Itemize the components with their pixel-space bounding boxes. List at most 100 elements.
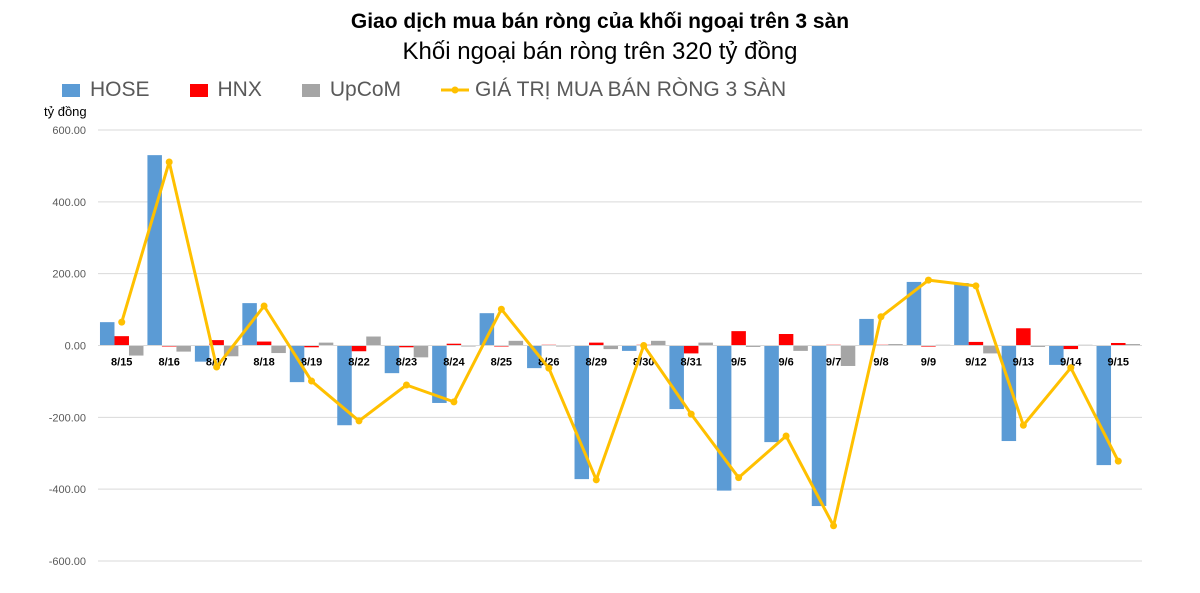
bar-upcom	[413, 345, 429, 358]
legend-label: GIÁ TRỊ MUA BÁN RÒNG 3 SÀN	[475, 78, 787, 101]
legend-item-hnx: HNX	[189, 78, 262, 102]
bar-upcom	[1030, 345, 1046, 347]
legend-label: HOSE	[90, 78, 150, 101]
bar-hnx	[1016, 328, 1031, 346]
x-tick-label: 9/15	[1108, 357, 1129, 369]
total-point	[308, 377, 316, 385]
x-tick-label: 9/9	[921, 357, 936, 369]
x-tick-label: 9/6	[778, 357, 793, 369]
bar-upcom	[128, 345, 144, 356]
bar-hose	[99, 322, 115, 346]
x-tick-label: 8/24	[443, 357, 465, 369]
x-tick-label: 8/31	[680, 357, 701, 369]
total-point	[687, 410, 695, 418]
bar-upcom	[318, 342, 334, 346]
total-point	[782, 432, 790, 440]
bar-hose	[574, 345, 590, 480]
total-point	[972, 282, 980, 290]
total-point	[640, 342, 648, 349]
legend-swatch	[62, 83, 80, 97]
total-point	[213, 363, 221, 371]
legend-swatch	[189, 83, 208, 97]
legend-line-swatch	[441, 80, 470, 100]
total-line	[120, 160, 1120, 528]
bar-hose	[432, 345, 447, 403]
bar-hnx	[1111, 342, 1126, 346]
bar-hnx	[731, 331, 746, 346]
bar-hnx	[778, 334, 794, 346]
legend-item-hose: HOSE	[62, 78, 150, 102]
bar-hose	[669, 345, 684, 410]
total-point	[735, 474, 743, 482]
bar-upcom	[1125, 344, 1141, 346]
total-point	[260, 302, 268, 310]
bar-upcom	[840, 345, 856, 366]
legend-item-upcom: UpCoM	[301, 78, 401, 102]
bar-hnx	[446, 343, 462, 346]
total-point	[165, 158, 173, 166]
bar-hnx	[921, 345, 936, 347]
bar-hnx	[304, 345, 319, 348]
bar-upcom	[983, 345, 998, 354]
chart-subtitle: Khối ngoại bán ròng trên 320 tỷ đồng	[402, 38, 798, 65]
bar-hose	[147, 155, 162, 346]
y-tick-label: 200.00	[52, 269, 86, 281]
bar-hose	[1096, 345, 1112, 466]
bar-hose	[764, 345, 779, 443]
bar-hose	[811, 345, 827, 507]
x-tick-label: 9/7	[826, 357, 841, 369]
bar-hose	[621, 345, 637, 351]
bar-upcom	[745, 345, 761, 347]
x-tick-label: 8/22	[348, 357, 369, 369]
x-tick-label: 9/13	[1013, 357, 1034, 369]
legend-swatch	[301, 83, 320, 97]
y-tick-label: -200.00	[49, 412, 86, 424]
x-tick-label: 8/25	[491, 357, 512, 369]
total-point	[118, 318, 126, 326]
total-point	[877, 313, 885, 321]
y-axis-label: tỷ đồng	[44, 104, 87, 119]
x-tick-label: 9/12	[965, 357, 986, 369]
total-point	[450, 398, 458, 406]
y-tick-label: -400.00	[49, 484, 86, 496]
bar-upcom	[271, 345, 286, 354]
bar-upcom	[508, 340, 524, 346]
bar-upcom	[603, 345, 619, 350]
bar-hose	[859, 318, 874, 346]
bar-upcom	[650, 340, 666, 346]
bar-hnx	[209, 340, 224, 346]
x-tick-label: 8/18	[253, 357, 274, 369]
x-tick-label: 9/14	[1060, 357, 1082, 369]
y-tick-label: -600.00	[49, 556, 86, 568]
x-tick-label: 8/16	[158, 357, 179, 369]
x-tick-label: 9/8	[873, 357, 888, 369]
total-point	[355, 417, 363, 425]
bar-upcom	[366, 336, 381, 346]
legend-label: HNX	[217, 78, 262, 101]
bar-hose	[906, 281, 922, 346]
bar-upcom	[793, 345, 808, 351]
bar-upcom	[698, 342, 713, 346]
bar-upcom	[888, 344, 903, 346]
y-tick-label: 400.00	[52, 197, 86, 209]
total-point	[545, 364, 553, 372]
bar-hnx	[589, 342, 604, 346]
bar-hnx	[256, 341, 272, 346]
bar-hnx	[399, 345, 414, 348]
total-point	[1114, 457, 1122, 465]
x-tick-label: 9/5	[731, 357, 746, 369]
total-point	[592, 476, 600, 484]
bar-hnx	[114, 336, 129, 346]
total-point	[497, 305, 505, 313]
bar-hnx	[351, 345, 367, 352]
y-tick-label: 0.00	[65, 341, 86, 353]
legend: HOSE HNX UpCoM GIÁ TRỊ MUA BÁN RÒNG 3 SÀ…	[62, 78, 826, 102]
bar-hose	[384, 345, 400, 374]
total-point	[1067, 364, 1075, 372]
x-tick-label: 8/15	[111, 357, 132, 369]
y-tick-label: 600.00	[52, 125, 86, 137]
chart-title: Giao dịch mua bán ròng của khối ngoại tr…	[350, 10, 850, 33]
x-tick-label: 8/19	[301, 357, 322, 369]
